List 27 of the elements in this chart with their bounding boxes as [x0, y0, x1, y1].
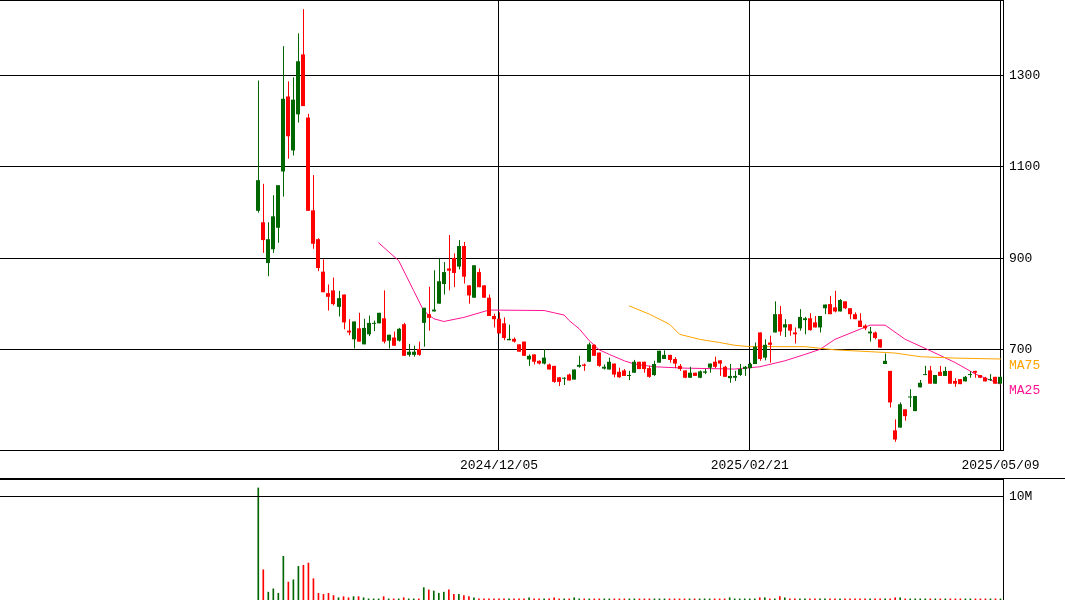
candlestick — [773, 300, 777, 333]
candlestick — [763, 338, 767, 361]
series-label: MA75 — [1009, 357, 1041, 373]
x-tick-label: 2025/05/09 — [961, 458, 1040, 474]
candlestick — [898, 401, 902, 429]
candlestick — [382, 289, 386, 344]
candlestick — [968, 370, 972, 379]
x-tick-label: 2024/12/05 — [459, 458, 538, 474]
series-label: MA25 — [1009, 383, 1041, 399]
y-tick-label: 700 — [1009, 342, 1033, 358]
candlestick — [457, 239, 461, 270]
y-tick-label: 1300 — [1009, 67, 1041, 83]
candlestick — [587, 342, 591, 363]
y-tick-label: 900 — [1009, 250, 1033, 266]
candlestick — [467, 284, 471, 305]
candlestick — [321, 258, 325, 293]
candlestick — [352, 320, 356, 349]
y-tick-label: 1100 — [1009, 159, 1041, 175]
candlestick — [778, 305, 782, 337]
x-tick-label: 2025/02/21 — [710, 458, 789, 474]
candlestick — [427, 286, 431, 332]
candlestick — [422, 307, 426, 348]
ref-line-label: 10M — [1009, 488, 1033, 504]
candlestick — [893, 418, 897, 443]
candlestick — [337, 290, 341, 317]
candlestick — [261, 183, 265, 254]
candlestick — [357, 312, 361, 343]
